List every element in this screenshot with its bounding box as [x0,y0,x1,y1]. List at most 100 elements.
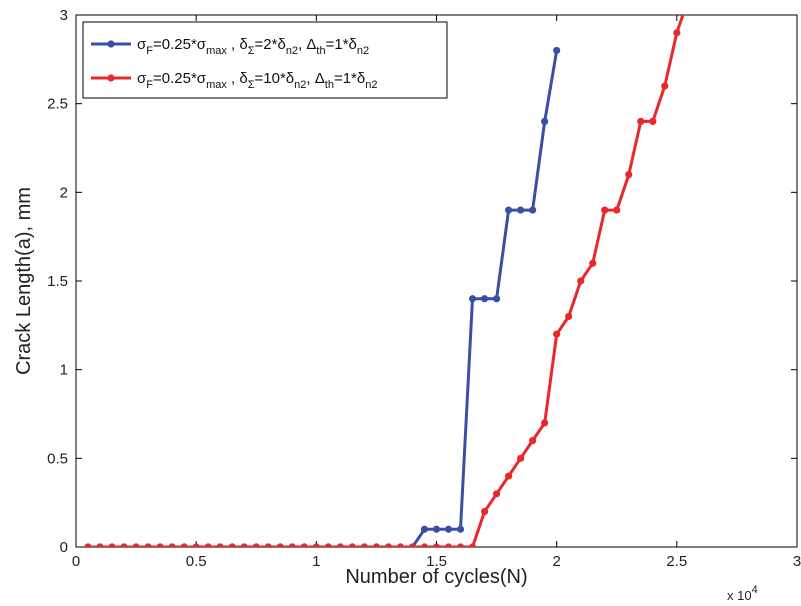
series-2-point [348,543,356,547]
legend-text-segment: max [206,79,227,91]
series-layer [84,0,692,547]
legend-text-segment: n2 [357,45,369,57]
legend: σF=0.25*σmax , δΣ=2*δn2, Δth=1*δn2σF=0.2… [82,21,448,99]
series-2-point [228,543,236,547]
series-2-point [601,206,609,214]
series-2-point [529,437,537,445]
series-2-point [360,543,368,547]
series-2-point [553,330,561,338]
y-axis-label: Crack Length(a), mm [13,187,35,375]
legend-text-segment: , δ [227,36,248,53]
series-1-point [420,525,429,533]
x-tick-label: 1.5 [426,553,447,570]
series-2-point [685,0,692,1]
series-1-point [444,525,453,533]
legend-text-segment: =10*δ [255,70,295,87]
series-2-point [180,543,188,547]
series-2-point [288,543,296,547]
legend-text-segment: Σ [248,45,255,57]
series-2-point [120,543,128,547]
y-tick-label: 0 [60,539,68,556]
legend-text-segment: th [316,45,325,57]
legend-text-segment: =1*δ [326,36,357,53]
series-2-point [456,543,465,547]
legend-marker-1 [107,40,115,48]
series-2-point [252,543,260,547]
x-axis-exponent-power: 4 [752,584,758,596]
series-2-point [144,543,152,547]
series-1-point [553,46,561,55]
x-tick-label: 1 [312,553,320,570]
legend-text-segment: F [146,45,153,57]
series-1-point [468,295,477,303]
series-2-point [577,277,585,285]
series-2-point [324,543,332,547]
series-2-point [396,543,405,547]
legend-label-2: σF=0.25*σmax , δΣ=10*δn2, Δth=1*δn2 [137,70,378,91]
series-2-point [216,543,224,547]
legend-text-segment: , Δ [298,36,316,53]
legend-text-segment: , Δ [306,70,324,87]
legend-text-segment: th [325,79,334,91]
series-2-point [204,543,212,547]
series-2-point [384,543,393,547]
axis-ticks: 0 0.5 1 1.5 2 2.5 3 0 0.5 1 1.5 2 2.5 3 [47,7,801,570]
series-2-point [492,490,501,498]
series-2-point [276,543,284,547]
series-2-point [84,543,92,547]
x-axis-exponent-base: x 10 [727,588,752,603]
series-2-point [505,472,513,480]
series-line-1 [88,50,559,547]
legend-text-segment: =0.25*σ [153,36,207,53]
series-1-point [517,206,525,214]
y-tick-label: 2 [60,184,68,201]
series-1-point [505,206,513,214]
x-tick-label: 0.5 [186,553,207,570]
x-tick-label: 3 [793,553,801,570]
plot-area [75,14,798,548]
legend-text-segment: max [206,45,227,57]
series-2-point [312,543,320,547]
series-2-point [673,29,681,37]
y-tick-label: 2.5 [47,96,68,113]
legend-text-segment: =1*δ [334,70,365,87]
x-tick-label: 2.5 [666,553,687,570]
series-2-point [108,543,116,547]
series-2-point [444,543,453,547]
series-2-point [156,543,164,547]
series-2-point [480,507,489,516]
legend-text-segment: F [146,79,153,91]
legend-text-segment: σ [137,70,147,87]
series-2-point [168,543,176,547]
series-2-point [300,543,308,547]
series-1-point [529,206,537,214]
series-line-2 [88,15,685,547]
legend-text-segment: , δ [227,70,248,87]
series-2-point [372,543,381,547]
legend-text-segment: Σ [248,79,255,91]
series-1-point [492,295,501,303]
legend-marker-2 [107,74,115,82]
series-2-point [432,543,441,547]
series-2-point [565,312,573,321]
series-1-point [456,525,465,533]
series-2-point [192,543,200,547]
series-2-point [408,543,417,547]
y-tick-label: 1.5 [47,273,68,290]
legend-text-segment: =2*δ [255,36,286,53]
series-2-point [468,543,477,547]
series-1-point [432,525,441,533]
series-1-point [541,117,549,125]
y-tick-label: 0.5 [47,450,68,467]
series-2-point [613,206,621,214]
series-2-point [541,419,549,427]
series-2-point [96,543,104,547]
series-2-point [264,543,272,547]
series-1-point [480,295,489,303]
series-2-point [661,82,669,90]
legend-text-segment: n2 [294,79,306,91]
x-axis-label: Number of cycles(N) [345,566,527,588]
legend-text-segment: n2 [365,79,377,91]
legend-text-segment: =0.25*σ [153,70,207,87]
